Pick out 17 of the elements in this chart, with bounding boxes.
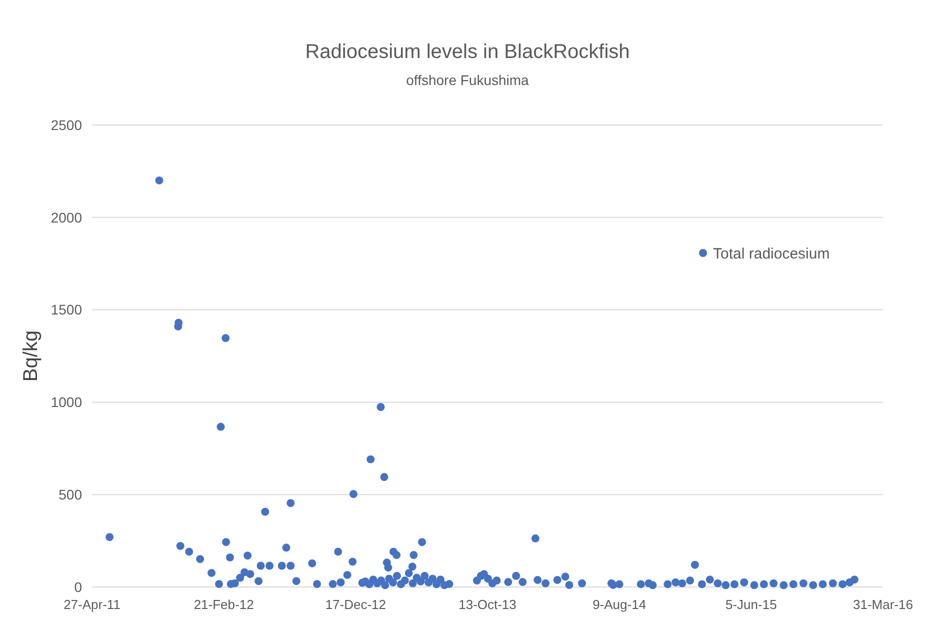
y-tick-label: 500 — [58, 486, 82, 502]
y-tick-label: 0 — [74, 578, 82, 595]
x-tick-label: 17-Dec-12 — [325, 597, 386, 612]
y-tick-label: 1500 — [50, 302, 82, 318]
y-tick-label: 2000 — [50, 209, 82, 226]
x-tick-label: 27-Apr-11 — [64, 597, 120, 612]
x-tick-label: 13-Oct-13 — [458, 597, 516, 612]
x-tick-label: 5-Jun-15 — [726, 597, 777, 612]
chart-title: Radiocesium levels in BlackRockfish — [305, 41, 630, 63]
y-tick-label: 2500 — [50, 116, 82, 133]
x-tick-label: 21-Feb-12 — [194, 597, 254, 612]
legend-label: Total radiocesium — [713, 245, 830, 262]
y-tick-label: 1000 — [50, 394, 82, 410]
x-tick-label: 31-Mar-16 — [853, 597, 913, 612]
y-axis-title: Bq/kg — [20, 330, 42, 382]
chart-subtitle: offshore Fukushima — [406, 72, 530, 88]
x-tick-label: 9-Aug-14 — [592, 597, 646, 612]
